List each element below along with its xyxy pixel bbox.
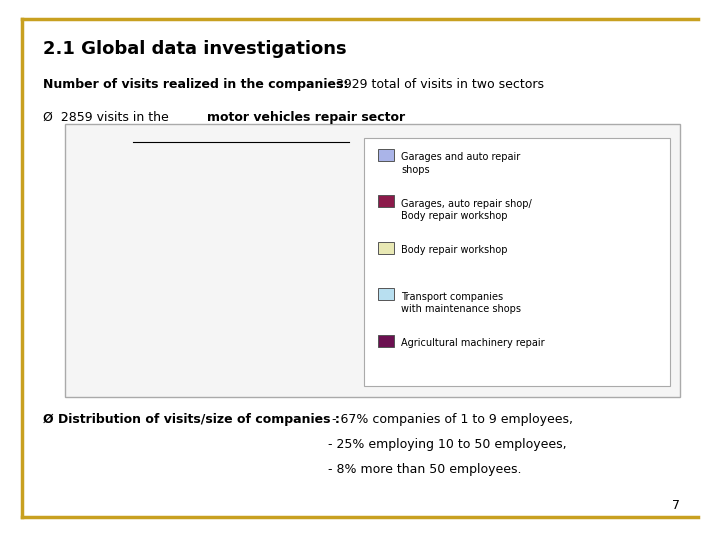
Wedge shape xyxy=(181,165,305,364)
Text: Transport companies
with maintenance shops: Transport companies with maintenance sho… xyxy=(401,292,521,314)
Text: 2.1 Global data investigations: 2.1 Global data investigations xyxy=(43,40,347,58)
Text: motor vehicles repair sector: motor vehicles repair sector xyxy=(207,111,405,124)
Text: Garages, auto repair shop/
Body repair workshop: Garages, auto repair shop/ Body repair w… xyxy=(401,199,532,221)
Text: Body repair workshop: Body repair workshop xyxy=(401,245,508,255)
Text: 27%: 27% xyxy=(154,238,181,248)
Text: 3929 total of visits in two sectors: 3929 total of visits in two sectors xyxy=(328,78,544,91)
Text: - 25% employing 10 to 50 employees,: - 25% employing 10 to 50 employees, xyxy=(328,438,566,451)
Text: 7: 7 xyxy=(672,499,680,512)
Text: Distribution of visits in companies: Distribution of visits in companies xyxy=(147,136,336,146)
Text: 12%: 12% xyxy=(140,287,167,298)
Text: - 67% companies of 1 to 9 employees,: - 67% companies of 1 to 9 employees, xyxy=(328,413,572,426)
Text: Garages and auto repair
shops: Garages and auto repair shops xyxy=(401,152,521,174)
Wedge shape xyxy=(113,175,205,265)
Text: - 8% more than 50 employees.: - 8% more than 50 employees. xyxy=(328,463,521,476)
Text: 54%: 54% xyxy=(214,269,240,280)
Wedge shape xyxy=(106,228,205,361)
Text: Ø  2859 visits in the: Ø 2859 visits in the xyxy=(43,111,173,124)
Text: Ø Distribution of visits/size of companies :: Ø Distribution of visits/size of compani… xyxy=(43,413,340,426)
Text: Agricultural machinery repair: Agricultural machinery repair xyxy=(401,338,544,348)
Text: Number of visits realized in the companies:: Number of visits realized in the compani… xyxy=(43,78,348,91)
Wedge shape xyxy=(163,168,205,265)
Text: 4%: 4% xyxy=(164,331,183,341)
Text: 3%: 3% xyxy=(148,327,167,337)
Wedge shape xyxy=(181,165,205,265)
